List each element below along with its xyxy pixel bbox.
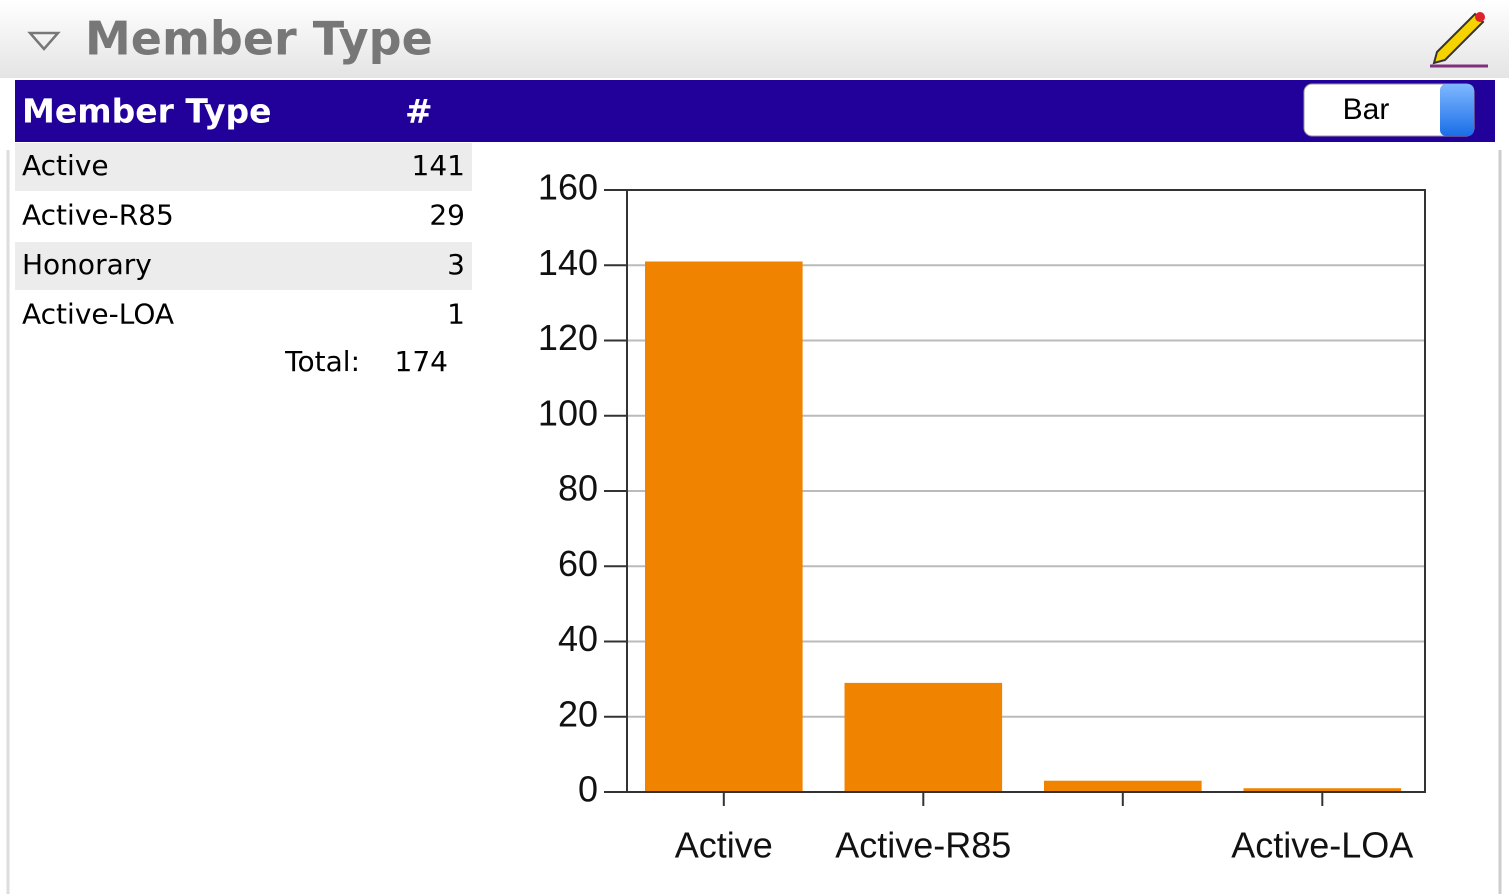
y-tick-label: 40	[558, 618, 598, 659]
x-tick-label: Active-LOA	[1231, 825, 1413, 866]
row-count: 29	[429, 199, 465, 232]
table-row	[15, 291, 472, 340]
y-tick-label: 160	[538, 167, 598, 208]
table-row	[15, 143, 472, 191]
y-tick-label: 120	[538, 317, 598, 358]
bar	[1044, 780, 1202, 792]
panel-header	[0, 0, 1509, 78]
row-label: Active-LOA	[22, 298, 174, 331]
edit-icon[interactable]	[1430, 12, 1488, 68]
table-row	[15, 242, 472, 290]
select-value: Bar	[1343, 93, 1390, 126]
total-value: 174	[395, 345, 448, 378]
column-header: #	[405, 92, 433, 131]
y-tick-label: 140	[538, 242, 598, 283]
table-header	[15, 80, 1495, 142]
x-tick-label: Active-R85	[835, 825, 1011, 866]
bar	[844, 682, 1003, 792]
row-label: Honorary	[22, 248, 152, 281]
y-tick-label: 100	[538, 392, 598, 433]
row-count: 1	[447, 298, 465, 331]
y-tick-label: 60	[558, 543, 598, 584]
x-tick-label: Active	[675, 825, 773, 866]
row-count: 141	[412, 149, 465, 182]
y-tick-label: 80	[558, 468, 598, 509]
row-label: Active-R85	[22, 199, 174, 232]
collapse-toggle[interactable]	[27, 31, 61, 51]
plot-frame	[626, 189, 1426, 793]
panel-title: Member Type	[85, 12, 433, 66]
row-label: Active	[22, 149, 109, 182]
y-tick-label: 20	[558, 693, 598, 734]
table-row	[15, 192, 472, 241]
select-spinner[interactable]	[1440, 84, 1474, 136]
bar	[1243, 788, 1402, 792]
row-count: 3	[447, 248, 465, 281]
total-label: Total:	[284, 345, 360, 378]
bar	[645, 261, 803, 792]
y-tick-label: 0	[578, 769, 598, 810]
column-header: Member Type	[22, 92, 271, 131]
